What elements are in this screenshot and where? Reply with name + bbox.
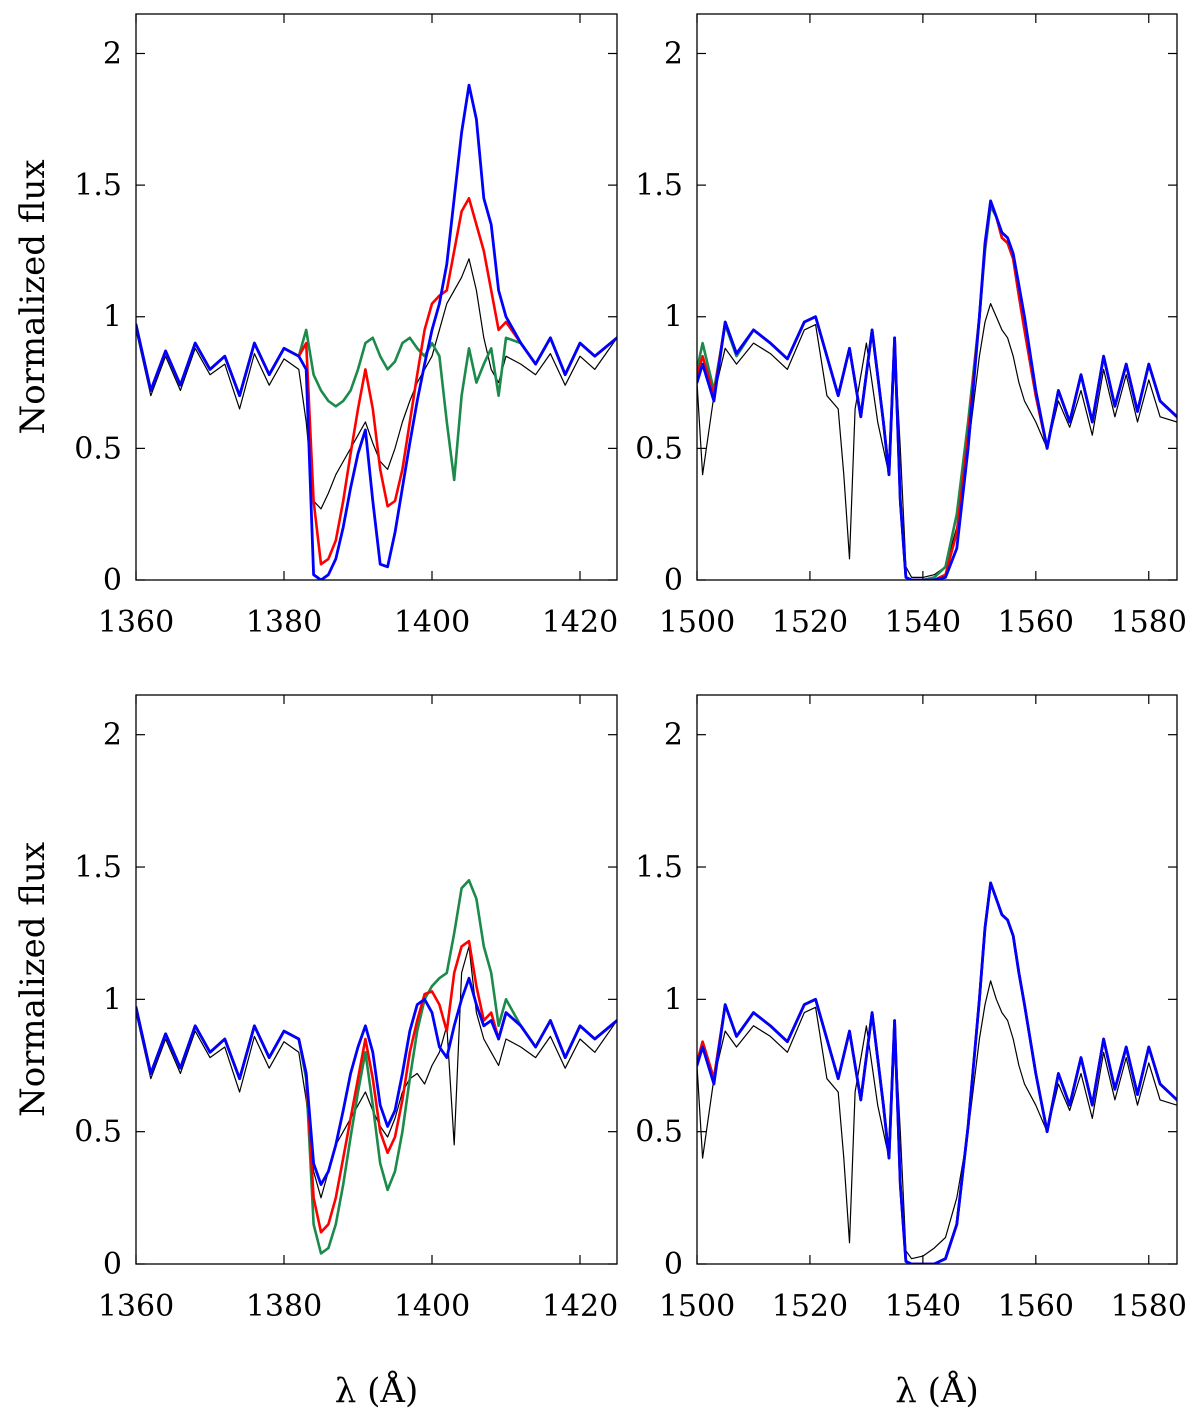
x-tick-label: 1400 [394, 605, 470, 640]
x-tick-label: 1380 [246, 605, 322, 640]
series-line-2 [697, 199, 1177, 580]
plot-frame [696, 694, 1178, 1265]
x-tick-label: 1540 [885, 605, 961, 640]
series-line-0 [697, 303, 1177, 579]
y-tick-label: 2 [664, 718, 683, 753]
x-tick-label: 1360 [98, 1289, 174, 1324]
y-tick-label: 1.5 [635, 168, 683, 203]
y-tick-label: 1.5 [74, 850, 122, 885]
y-tick-label: 2 [103, 718, 122, 753]
series-line-1 [697, 881, 1177, 1264]
y-tick-label: 0.5 [635, 431, 683, 466]
series-line-3 [136, 83, 617, 580]
x-tick-label: 1420 [542, 605, 618, 640]
y-tick-label: 0 [103, 1247, 122, 1282]
y-tick-label: 0.5 [635, 1115, 683, 1150]
y-tick-label: 1.5 [74, 168, 122, 203]
plot-frame [696, 13, 1178, 581]
x-tick-label: 1520 [772, 605, 848, 640]
y-tick-label: 2 [664, 36, 683, 71]
y-tick-label: 0 [103, 563, 122, 598]
series-line-2 [136, 197, 617, 566]
x-tick-label: 1360 [98, 605, 174, 640]
y-tick-label: 1 [103, 982, 122, 1017]
y-tick-label: 1 [103, 300, 122, 335]
series-line-1 [697, 204, 1177, 580]
x-tick-label: 1580 [1111, 1289, 1187, 1324]
y-tick-label: 0.5 [74, 431, 122, 466]
series-line-3 [697, 199, 1177, 580]
series-line-1 [136, 878, 617, 1255]
y-tick-label: 1 [664, 982, 683, 1017]
series-line-3 [697, 881, 1177, 1264]
x-tick-label: 1500 [659, 605, 735, 640]
y-tick-label: 0 [664, 563, 683, 598]
panel-top-right: 1500 1520 1540 1560 1580 0 0.5 1 1.5 2 [635, 13, 1187, 640]
x-tick-label: 1560 [998, 1289, 1074, 1324]
series-group [136, 83, 617, 580]
series-group [136, 878, 617, 1255]
y-axis-title: Normalized flux [13, 842, 53, 1117]
panel-bottom-left: 1360 1380 1400 1420 0 0.5 1 1.5 2 Normalized flux… [13, 694, 618, 1411]
series-line-3 [136, 976, 617, 1186]
series-line-0 [697, 980, 1177, 1260]
x-tick-label: 1580 [1111, 605, 1187, 640]
y-tick-label: 1 [664, 300, 683, 335]
series-line-0 [136, 258, 617, 510]
x-tick-label: 1400 [394, 1289, 470, 1324]
x-tick-label: 1500 [659, 1289, 735, 1324]
x-tick-label: 1380 [246, 1289, 322, 1324]
x-axis-title: λ (Å) [895, 1370, 978, 1411]
x-axis-title: λ (Å) [335, 1370, 418, 1411]
y-axis-title: Normalized flux [13, 159, 53, 434]
plot-frame [135, 13, 618, 581]
panel-bottom-right: 1500 1520 1540 1560 1580 0 0.5 1 1.5 2 λ (Å) [635, 694, 1187, 1411]
series-group [697, 199, 1177, 580]
y-tick-label: 1.5 [635, 850, 683, 885]
y-tick-label: 0 [664, 1247, 683, 1282]
panel-top-left: 1360 1380 1400 1420 0 0.5 1 1.5 2 Normalized flux [13, 13, 618, 640]
x-tick-label: 1560 [998, 605, 1074, 640]
x-tick-label: 1520 [772, 1289, 848, 1324]
x-tick-label: 1420 [542, 1289, 618, 1324]
y-tick-label: 0.5 [74, 1115, 122, 1150]
series-line-0 [136, 945, 617, 1199]
y-tick-label: 2 [103, 36, 122, 71]
x-tick-label: 1540 [885, 1289, 961, 1324]
series-group [697, 881, 1177, 1264]
series-line-2 [697, 881, 1177, 1264]
plot-frame [135, 694, 618, 1265]
